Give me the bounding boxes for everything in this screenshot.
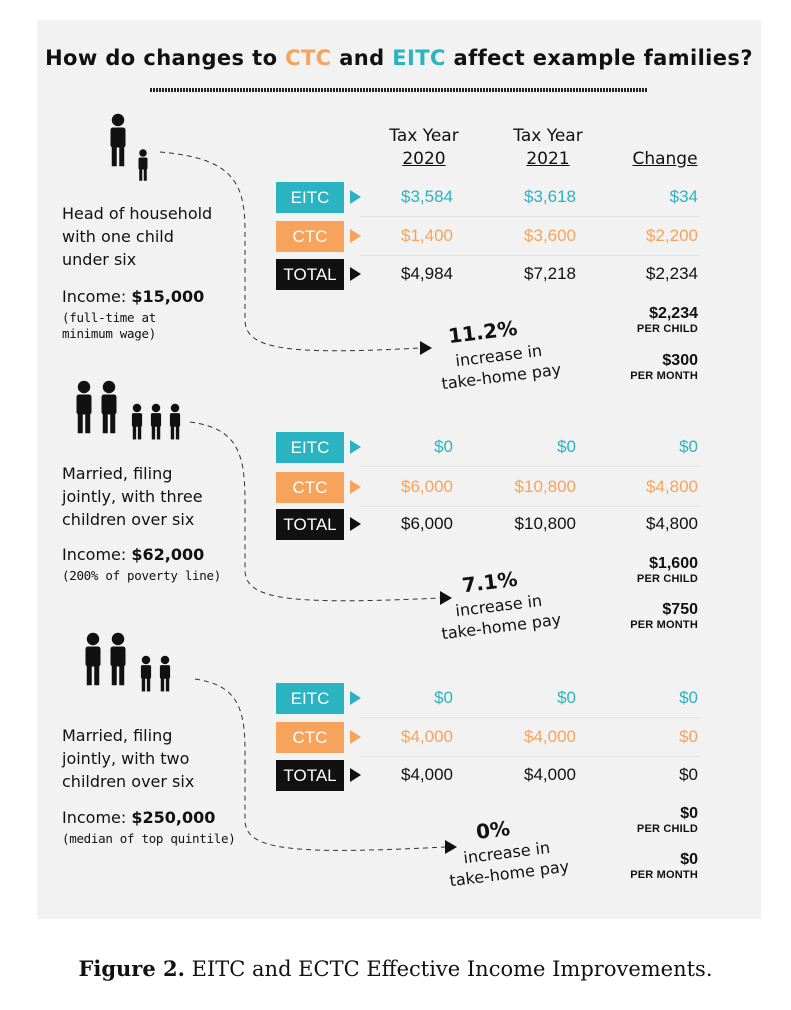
f3-eitc-change: $0 bbox=[679, 688, 698, 707]
f2-total-2020: $6,000 bbox=[401, 514, 453, 533]
ctc-label: CTC bbox=[276, 221, 344, 252]
total-label: TOTAL bbox=[276, 259, 344, 290]
two-adults-three-children-icon bbox=[76, 380, 181, 440]
f2-ctc-change: $4,800 bbox=[646, 477, 698, 496]
f1-per-month: $300 PER MONTH bbox=[630, 352, 698, 382]
eitc-label: EITC bbox=[276, 432, 344, 463]
f3-ctc-2021: $4,000 bbox=[524, 727, 576, 746]
family-2-description: Married, filing jointly, with three childr… bbox=[62, 464, 203, 529]
family-3-income: Income: $250,000 bbox=[62, 808, 216, 827]
f1-ctc-2020: $1,400 bbox=[401, 226, 453, 245]
ctc-arrow-icon bbox=[350, 480, 361, 494]
f2-ctc-2020: $6,000 bbox=[401, 477, 453, 496]
f1-total-2021: $7,218 bbox=[524, 264, 576, 283]
f2-ctc-2021: $10,800 bbox=[514, 477, 576, 496]
f1-eitc-2021: $3,618 bbox=[524, 187, 576, 206]
family-1-income-note: (full-time at minimum wage) bbox=[62, 310, 156, 341]
eitc-arrow-icon bbox=[350, 691, 361, 705]
column-header-2021: Tax Year 2021 bbox=[513, 126, 583, 169]
row-separator bbox=[360, 255, 700, 256]
title-divider bbox=[150, 88, 648, 92]
family-2-income-note: (200% of poverty line) bbox=[62, 568, 221, 583]
figure-caption: Figure 2. EITC and ECTC Effective Income… bbox=[78, 956, 713, 981]
f1-eitc-change: $34 bbox=[669, 187, 698, 206]
two-adults-two-children-icon bbox=[85, 632, 171, 692]
total-arrow-icon bbox=[350, 517, 361, 531]
row-separator bbox=[360, 756, 700, 757]
row-separator bbox=[360, 717, 700, 718]
f1-ctc-change: $2,200 bbox=[646, 226, 698, 245]
f2-eitc-2021: $0 bbox=[557, 437, 576, 456]
f1-eitc-2020: $3,584 bbox=[401, 187, 453, 206]
total-label: TOTAL bbox=[276, 760, 344, 791]
column-header-2020: Tax Year 2020 bbox=[389, 126, 459, 169]
f2-eitc-2020: $0 bbox=[434, 437, 453, 456]
ctc-label: CTC bbox=[276, 472, 344, 503]
ctc-arrow-icon bbox=[350, 730, 361, 744]
column-header-change: Change bbox=[632, 149, 698, 169]
family-2-income: Income: $62,000 bbox=[62, 545, 205, 564]
f1-ctc-2021: $3,600 bbox=[524, 226, 576, 245]
infographic-title: How do changes to CTC and EITC affect ex… bbox=[45, 46, 753, 70]
eitc-arrow-icon bbox=[350, 440, 361, 454]
family-3-income-note: (median of top quintile) bbox=[62, 831, 236, 846]
row-separator bbox=[360, 216, 700, 217]
f1-total-change: $2,234 bbox=[646, 264, 698, 283]
eitc-arrow-icon bbox=[350, 190, 361, 204]
f3-percent-increase: 0% bbox=[474, 816, 512, 844]
f2-eitc-change: $0 bbox=[679, 437, 698, 456]
family-1-income: Income: $15,000 bbox=[62, 287, 205, 306]
row-separator bbox=[360, 466, 700, 467]
family-3-description: Married, filing jointly, with two children… bbox=[62, 726, 195, 791]
f3-ctc-change: $0 bbox=[679, 727, 698, 746]
eitc-label: EITC bbox=[276, 182, 344, 213]
f3-total-2021: $4,000 bbox=[524, 765, 576, 784]
f2-per-child: $1,600 PER CHILD bbox=[636, 555, 698, 585]
f3-eitc-2020: $0 bbox=[434, 688, 453, 707]
f2-total-2021: $10,800 bbox=[514, 514, 576, 533]
f3-eitc-2021: $0 bbox=[557, 688, 576, 707]
f1-total-2020: $4,984 bbox=[401, 264, 453, 283]
f3-total-change: $0 bbox=[679, 765, 698, 784]
total-arrow-icon bbox=[350, 267, 361, 281]
eitc-label: EITC bbox=[276, 683, 344, 714]
total-label: TOTAL bbox=[276, 509, 344, 540]
f3-total-2020: $4,000 bbox=[401, 765, 453, 784]
row-separator bbox=[360, 506, 700, 507]
family-1-description: Head of household with one child under six bbox=[62, 204, 213, 269]
f3-per-child: $0 PER CHILD bbox=[636, 805, 698, 835]
f3-ctc-2020: $4,000 bbox=[401, 727, 453, 746]
f2-per-month: $750 PER MONTH bbox=[630, 601, 698, 631]
f1-per-child: $2,234 PER CHILD bbox=[636, 305, 698, 335]
total-arrow-icon bbox=[350, 768, 361, 782]
f2-total-change: $4,800 bbox=[646, 514, 698, 533]
ctc-label: CTC bbox=[276, 722, 344, 753]
infographic-panel bbox=[37, 20, 761, 919]
ctc-arrow-icon bbox=[350, 229, 361, 243]
f3-per-month: $0 PER MONTH bbox=[630, 851, 698, 881]
adult-with-one-child-icon bbox=[110, 113, 148, 181]
